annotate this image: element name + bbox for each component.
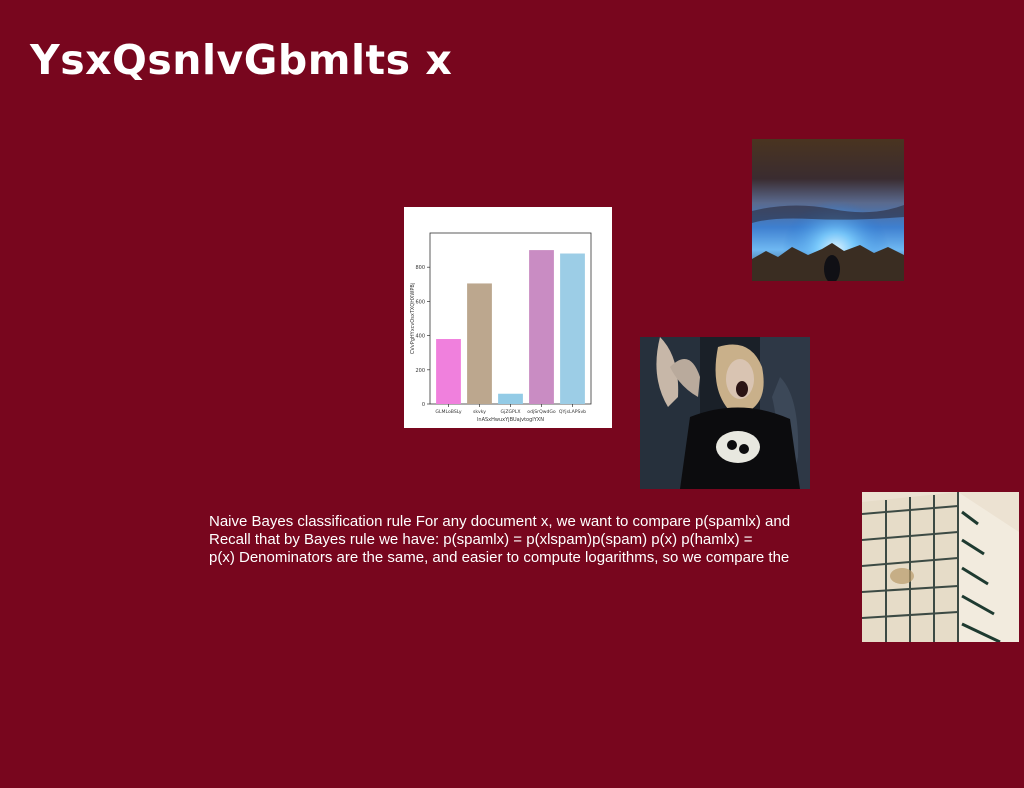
bar-chart-svg: 0 200 400 600 800 GLMLoBSLy skvky GjZGPLX odjSrQ… (410, 232, 592, 423)
y-tick-label: 200 (415, 368, 425, 374)
bar (467, 283, 492, 404)
bar (436, 339, 461, 404)
y-tick-label: 600 (415, 299, 425, 305)
bar (560, 253, 585, 404)
body-line: Naive Bayes classification rule For any … (209, 513, 791, 530)
y-tick-label: 800 (415, 265, 425, 271)
x-tick-label: QYjsLAPSvb (559, 409, 586, 415)
body-line: Recall that by Bayes rule we have: p(spa… (209, 531, 753, 548)
x-tick-label: skvky (473, 409, 486, 415)
y-tick-label: 400 (415, 334, 425, 340)
building-photo (862, 492, 1019, 642)
y-tick-label: 0 (422, 402, 425, 408)
body-line: p(x) Denominators are the same, and easi… (209, 549, 790, 566)
sky-photo (752, 139, 904, 281)
bar-chart: 0 200 400 600 800 GLMLoBSLy skvky GjZGPLX odjSrQ… (404, 207, 612, 428)
body-text: Naive Bayes classification rule For any … (209, 513, 849, 567)
bar (529, 250, 554, 404)
glass-building-image (862, 492, 1019, 642)
slide-title: YsxQsnlvGbmlts x (30, 36, 453, 84)
person-shouting-image (640, 337, 810, 489)
x-tick-label: GjZGPLX (500, 409, 520, 415)
x-axis-label: lnASxHwuxYjBUajvtogIYXN (477, 417, 544, 423)
x-tick-label: GLMLoBSLy (435, 409, 461, 415)
concert-person-photo (640, 337, 810, 489)
sunrise-mountains-image (752, 139, 904, 281)
x-tick-label: odjSrQwdGo (527, 409, 556, 415)
y-axis-label: CVvPgHYxcvOsxTXQHXWPBj (410, 283, 416, 354)
bar (498, 393, 523, 404)
